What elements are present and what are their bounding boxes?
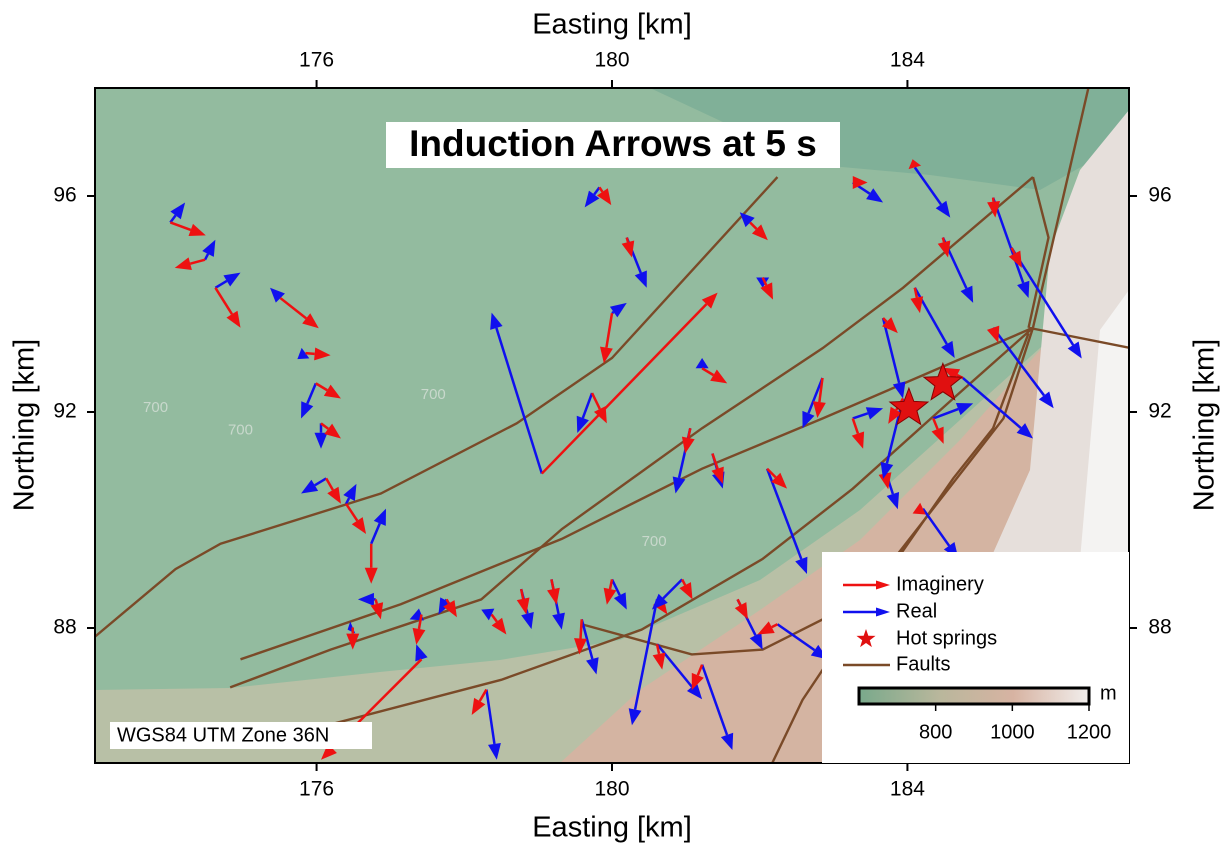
arrow-shaft xyxy=(627,238,628,242)
x-tick-label-bottom: 180 xyxy=(594,778,629,801)
x-tick-label-bottom: 184 xyxy=(890,778,925,801)
colorbar-tick-label: 1200 xyxy=(1067,721,1112,743)
x-tick-label-top: 176 xyxy=(299,49,334,72)
legend: Imaginery Real Hot springs Faults 800 1000 120… xyxy=(822,552,1129,763)
map-figure: 700 700 700 700 Induction Arrows at 5 s WGS… xyxy=(0,0,1231,848)
contour-label: 700 xyxy=(228,421,253,438)
legend-label: Faults xyxy=(896,653,950,675)
y-axis-title-left: Northing [km] xyxy=(9,339,41,511)
colorbar-tick-label: 1000 xyxy=(990,721,1035,743)
y-tick-label-left: 88 xyxy=(53,616,76,639)
arrow-shaft xyxy=(376,599,377,603)
arrow-shaft xyxy=(612,312,614,313)
legend-label: Hot springs xyxy=(896,627,997,649)
contour-label: 700 xyxy=(642,533,667,550)
y-tick-label-right: 92 xyxy=(1148,400,1171,423)
y-tick-label-left: 96 xyxy=(53,184,76,207)
y-tick-label-right: 88 xyxy=(1148,616,1171,639)
x-tick-label-top: 184 xyxy=(890,49,925,72)
y-axis-title-right: Northing [km] xyxy=(1189,339,1221,511)
map-title: Induction Arrows at 5 s xyxy=(409,123,817,164)
contour-label: 700 xyxy=(143,399,168,416)
y-tick-label-left: 92 xyxy=(53,400,76,423)
arrow-shaft xyxy=(943,238,944,242)
legend-label: Real xyxy=(896,600,937,622)
projection-label: WGS84 UTM Zone 36N xyxy=(117,724,329,746)
x-tick-label-top: 180 xyxy=(594,49,629,72)
colorbar xyxy=(859,688,1089,704)
arrow-shaft xyxy=(305,353,314,354)
x-tick-label-bottom: 176 xyxy=(299,778,334,801)
arrow-shaft xyxy=(581,619,582,638)
x-axis-title-top: Easting [km] xyxy=(532,9,692,41)
y-tick-label-right: 96 xyxy=(1148,184,1171,207)
colorbar-tick-label: 800 xyxy=(919,721,952,743)
legend-label: Imaginery xyxy=(896,573,984,595)
x-axis-title-bottom: Easting [km] xyxy=(532,812,692,844)
colorbar-unit: m xyxy=(1100,682,1117,704)
contour-label: 700 xyxy=(421,386,446,403)
